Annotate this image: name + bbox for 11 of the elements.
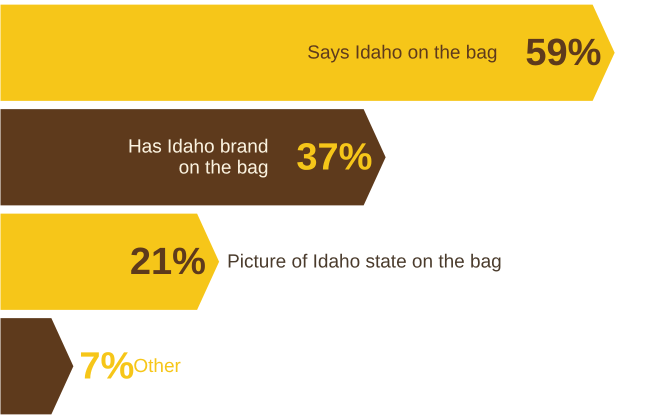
bar [0,214,220,310]
y-tick-label: Says Idaho on the bag [307,42,498,64]
y-tick-label: Has Idaho brand on the bag [128,136,268,178]
data-label: 7% [79,345,134,388]
data-label: 21% [130,240,206,283]
bar [0,4,615,101]
y-tick-label: Other [133,356,182,377]
data-label: 37% [296,136,372,178]
y-tick-label: Picture of Idaho state on the bag [227,251,502,272]
data-label: 59% [525,32,602,74]
bar [0,109,386,206]
